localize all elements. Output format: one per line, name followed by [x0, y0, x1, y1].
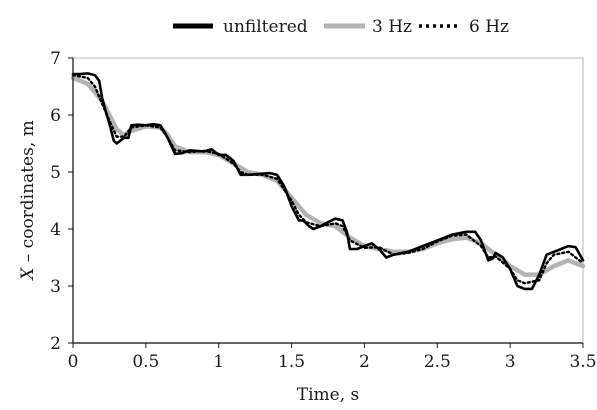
series-line-unfiltered — [71, 72, 585, 291]
legend-label-3hz: 3 Hz — [372, 17, 412, 37]
y-ticks: 2 3 4 5 6 7 — [50, 49, 73, 354]
series-line-6-hz — [71, 73, 585, 285]
y-axis-title: X – coordinates, m — [18, 120, 38, 281]
y-axis-title-variable: X — [18, 267, 38, 282]
x-tick-label: 0.5 — [132, 352, 159, 372]
x-tick-label: 1.5 — [278, 352, 305, 372]
x-tick-label: 0 — [68, 352, 79, 372]
x-tick-label: 3.5 — [569, 352, 596, 372]
series-line-3-hz — [70, 75, 586, 277]
x-tick-label: 2 — [359, 352, 370, 372]
legend: unfiltered 3 Hz 6 Hz — [173, 17, 509, 37]
y-tick-label: 4 — [50, 220, 61, 240]
x-tick-label: 2.5 — [424, 352, 451, 372]
y-tick-label: 2 — [50, 334, 61, 354]
x-axis-title: Time, s — [297, 385, 360, 405]
y-tick-label: 6 — [50, 106, 61, 126]
series-layer — [70, 72, 586, 291]
plot-frame — [72, 57, 584, 344]
x-tick-label: 3 — [505, 352, 516, 372]
legend-label-unfiltered: unfiltered — [223, 17, 308, 37]
x-ticks: 0 0.5 1 1.5 2 2.5 3 3.5 — [68, 343, 597, 372]
y-axis-title-rest: – coordinates, m — [18, 120, 38, 267]
x-tick-label: 1 — [213, 352, 224, 372]
y-tick-label: 5 — [50, 163, 61, 183]
y-tick-label: 3 — [50, 277, 61, 297]
y-tick-label: 7 — [50, 49, 61, 69]
legend-label-6hz: 6 Hz — [469, 17, 509, 37]
